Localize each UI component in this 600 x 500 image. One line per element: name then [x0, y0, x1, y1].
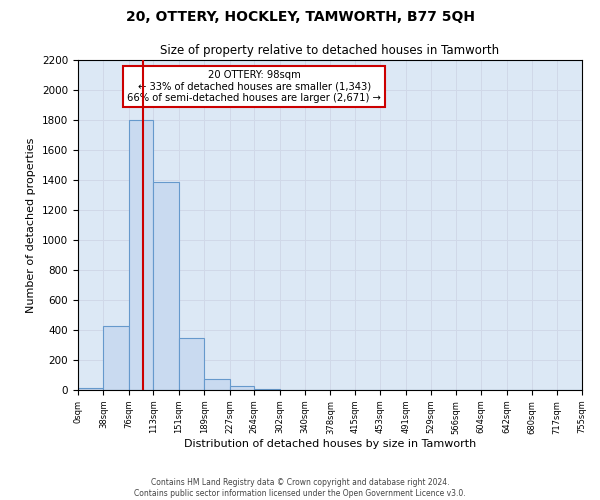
Title: Size of property relative to detached houses in Tamworth: Size of property relative to detached ho…	[160, 44, 500, 58]
X-axis label: Distribution of detached houses by size in Tamworth: Distribution of detached houses by size …	[184, 440, 476, 450]
Text: Contains HM Land Registry data © Crown copyright and database right 2024.
Contai: Contains HM Land Registry data © Crown c…	[134, 478, 466, 498]
Bar	[154, 182, 179, 390]
Bar	[78, 388, 103, 390]
Y-axis label: Number of detached properties: Number of detached properties	[26, 138, 37, 312]
Bar	[204, 379, 230, 390]
Bar	[129, 120, 154, 390]
Text: 20, OTTERY, HOCKLEY, TAMWORTH, B77 5QH: 20, OTTERY, HOCKLEY, TAMWORTH, B77 5QH	[125, 10, 475, 24]
Bar	[254, 389, 280, 390]
Bar	[179, 338, 204, 390]
Bar	[103, 326, 129, 390]
Text: 20 OTTERY: 98sqm
← 33% of detached houses are smaller (1,343)
66% of semi-detach: 20 OTTERY: 98sqm ← 33% of detached house…	[127, 70, 382, 103]
Bar	[230, 386, 254, 390]
